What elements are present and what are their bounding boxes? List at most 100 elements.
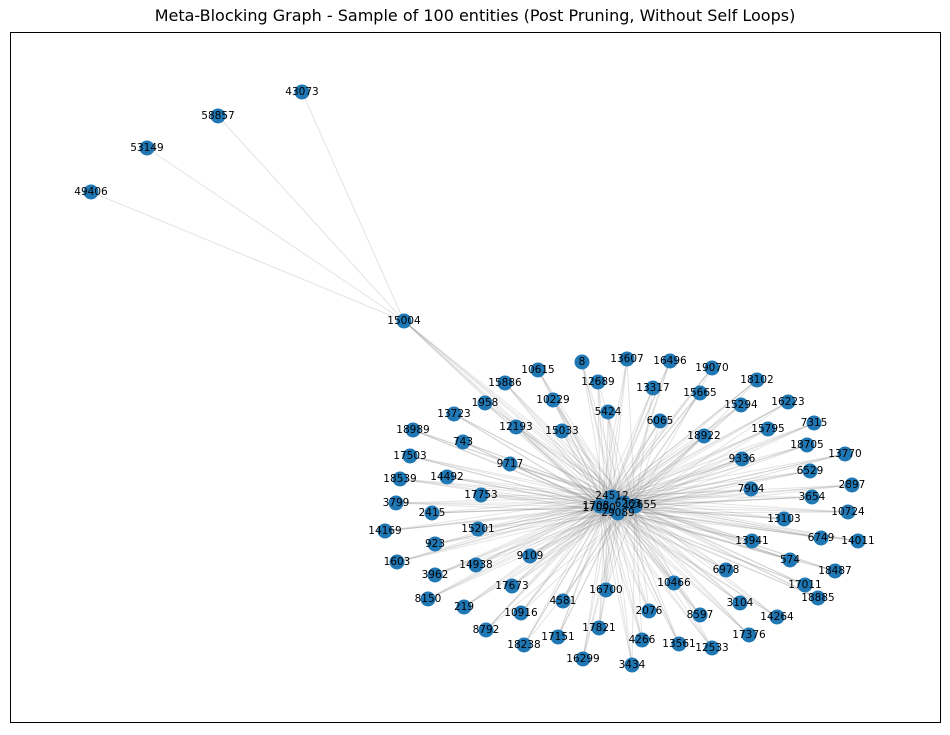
node-12533 bbox=[704, 640, 720, 656]
edge-13770-24512 bbox=[611, 453, 846, 498]
edge-14169-17090 bbox=[384, 506, 607, 532]
edge-1958-17090 bbox=[484, 402, 607, 508]
edge-12193-1708 bbox=[515, 426, 601, 507]
node-9717 bbox=[502, 456, 518, 472]
node-label-8792: 8792 bbox=[473, 624, 500, 636]
node-10724 bbox=[840, 504, 856, 520]
edge-13941-17090 bbox=[605, 506, 753, 542]
node-label-6065: 6065 bbox=[647, 415, 674, 427]
edge-7904-12655 bbox=[634, 488, 752, 507]
edge-14492-17090 bbox=[446, 476, 607, 508]
node-12193 bbox=[508, 419, 524, 435]
edge-17753-17090 bbox=[480, 494, 607, 508]
edge-18487-6263 bbox=[623, 502, 836, 572]
node-6978 bbox=[718, 562, 734, 578]
edge-14264-1708 bbox=[599, 505, 778, 618]
edge-8792-1708 bbox=[485, 505, 601, 631]
edge-18989-6263 bbox=[412, 429, 625, 504]
edge-8-29089 bbox=[581, 361, 619, 514]
edge-9336-12655 bbox=[634, 458, 743, 507]
node-label-17151: 17151 bbox=[541, 631, 574, 643]
edge-10724-17090 bbox=[605, 506, 849, 513]
edge-15294-6263 bbox=[623, 404, 742, 504]
edge-15004-17090 bbox=[403, 320, 607, 508]
node-label-18102: 18102 bbox=[740, 374, 773, 386]
edge-13317-24512 bbox=[611, 387, 654, 498]
node-label-1708: 1708 bbox=[583, 500, 610, 512]
edge-13723-24512 bbox=[453, 413, 613, 498]
edge-10724-6263 bbox=[623, 502, 849, 513]
edge-43073-15004 bbox=[301, 91, 405, 322]
edge-6065-12655 bbox=[634, 420, 661, 507]
edge-14938-24512 bbox=[475, 496, 613, 566]
edge-13561-29089 bbox=[617, 512, 680, 645]
edge-15033-17090 bbox=[561, 430, 607, 508]
node-label-18238: 18238 bbox=[507, 639, 540, 651]
edge-14169-12655 bbox=[384, 505, 636, 532]
edge-9717-24512 bbox=[509, 463, 613, 498]
node-14938 bbox=[468, 557, 484, 573]
node-18922 bbox=[696, 428, 712, 444]
node-label-17090: 17090 bbox=[582, 502, 615, 514]
node-13723 bbox=[446, 406, 462, 422]
edge-4266-1708 bbox=[599, 505, 643, 641]
edge-12193-17090 bbox=[515, 426, 607, 508]
edge-12193-24512 bbox=[515, 426, 613, 498]
node-14011 bbox=[850, 533, 866, 549]
node-label-1603: 1603 bbox=[384, 556, 411, 568]
labels-layer: 49406 53149 58857 43073 15004 8 13607 16496 1907… bbox=[74, 86, 874, 671]
node-13317 bbox=[645, 380, 661, 396]
edge-3434-12655 bbox=[631, 505, 636, 666]
edge-17376-24512 bbox=[611, 496, 750, 636]
node-label-6263: 6263 bbox=[615, 498, 642, 510]
edge-18238-17090 bbox=[523, 506, 607, 646]
edge-13103-12655 bbox=[634, 505, 785, 520]
node-label-53149: 53149 bbox=[130, 142, 163, 154]
edge-16496-29089 bbox=[617, 360, 671, 514]
node-14169 bbox=[377, 523, 393, 539]
edge-17376-29089 bbox=[617, 512, 750, 636]
node-743 bbox=[455, 434, 471, 450]
node-6529 bbox=[802, 463, 818, 479]
node-2076 bbox=[641, 603, 657, 619]
edge-10615-6263 bbox=[537, 369, 625, 504]
edge-13941-29089 bbox=[617, 512, 753, 542]
edge-4581-29089 bbox=[562, 512, 619, 602]
node-label-6978: 6978 bbox=[713, 564, 740, 576]
edge-8597-17090 bbox=[605, 506, 701, 616]
edge-8597-29089 bbox=[617, 512, 701, 616]
node-13941 bbox=[744, 533, 760, 549]
edge-17821-29089 bbox=[598, 512, 619, 629]
node-18487 bbox=[827, 563, 843, 579]
node-5424 bbox=[600, 404, 616, 420]
edge-14169-24512 bbox=[384, 496, 613, 532]
edge-17673-29089 bbox=[511, 512, 619, 587]
node-3799 bbox=[388, 495, 404, 511]
node-7315 bbox=[806, 415, 822, 431]
edge-6065-24512 bbox=[611, 420, 661, 498]
node-label-13607: 13607 bbox=[610, 353, 643, 365]
edge-15201-24512 bbox=[477, 496, 613, 530]
edge-12533-1708 bbox=[599, 505, 713, 649]
node-18885 bbox=[810, 590, 826, 606]
node-label-16299: 16299 bbox=[566, 653, 599, 665]
node-label-15033: 15033 bbox=[545, 425, 578, 437]
node-43073 bbox=[294, 84, 310, 100]
node-14492 bbox=[439, 469, 455, 485]
node-label-18487: 18487 bbox=[818, 565, 851, 577]
edge-1958-24512 bbox=[484, 402, 613, 498]
edge-743-24512 bbox=[462, 441, 613, 498]
node-2897 bbox=[844, 477, 860, 493]
node-4581 bbox=[555, 593, 571, 609]
edge-574-17090 bbox=[605, 506, 791, 561]
edge-17821-24512 bbox=[598, 496, 613, 629]
node-15033 bbox=[554, 423, 570, 439]
node-9336 bbox=[734, 451, 750, 467]
edge-2897-17090 bbox=[605, 484, 853, 508]
node-58857 bbox=[210, 108, 226, 124]
edge-923-17090 bbox=[434, 506, 607, 545]
edge-13561-17090 bbox=[605, 506, 680, 645]
edge-3104-6263 bbox=[623, 502, 741, 604]
edge-10724-24512 bbox=[611, 496, 849, 513]
